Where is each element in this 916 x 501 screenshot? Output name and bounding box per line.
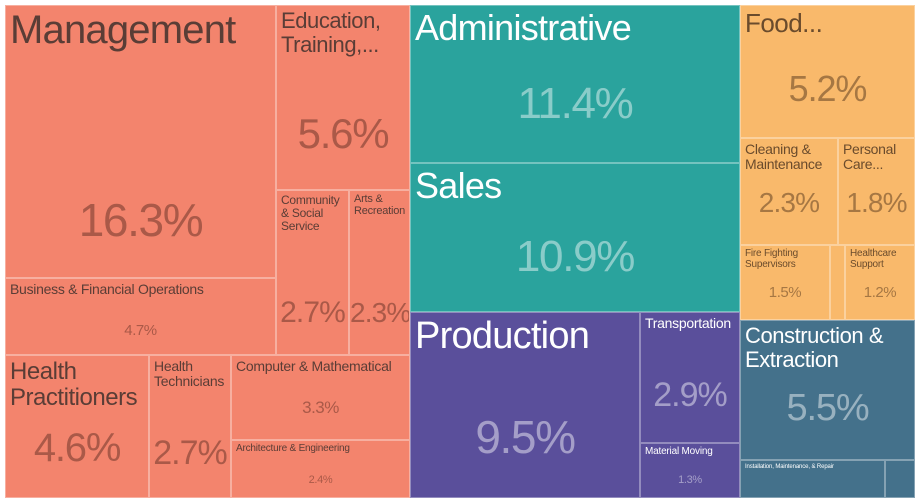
tile: Health Practitioners 4.6% [5,355,149,498]
tile-label: Material Moving [645,446,713,457]
tile: Cleaning & Maintenance 2.3% [740,138,838,245]
tile-label: Sales [415,165,502,206]
tile: Computer & Mathematical 3.3% [231,355,410,440]
value-label: 5.5% [786,387,869,429]
value-label: 11.4% [517,79,634,128]
value-label: 1.3% [678,473,702,486]
tile-label: Fire Fighting Supervisors [745,248,798,270]
value-label: 2.4% [308,473,333,486]
tile: Installation, Maintenance, & Repair [740,460,885,498]
tile: Community & Social Service 2.7% [276,190,349,355]
value-label: 1.2% [863,283,897,301]
tile [885,460,915,498]
value-label: 5.2% [788,68,868,109]
tile: Personal Care... 1.8% [838,138,915,245]
tile-label: Community & Social Service [281,193,340,233]
tile-label: Healthcare Support [850,248,897,270]
value-label: 4.6% [33,426,122,470]
tile: Material Moving 1.3% [640,443,740,498]
value-label: 2.3% [350,297,410,328]
tile: Sales 10.9% [410,163,740,312]
value-label: 16.3% [78,194,204,246]
tile-label: Health Practitioners [10,358,138,411]
tile-label: Administrative [415,7,632,48]
tile: Education, Training,... 5.6% [276,5,410,190]
tile-label: Installation, Maintenance, & Repair [745,464,834,470]
tile: Arts & Recreation 2.3% [349,190,410,355]
value-label: 2.7% [280,296,346,329]
tile-label: Construction & Extraction [745,323,884,372]
tile: Transportation 2.9% [640,312,740,443]
tile-label: Personal Care... [843,141,897,173]
tile: Architecture & Engineering 2.4% [231,440,410,498]
tile-label: Health Technicians [154,358,225,390]
tile-label: Cleaning & Maintenance [745,141,823,173]
value-label: 9.5% [475,411,576,463]
value-label: 5.6% [297,110,390,157]
value-label: 10.9% [515,232,635,281]
tile: Healthcare Support 1.2% [845,245,915,320]
tile-label: Arts & Recreation [354,193,405,217]
tile: Fire Fighting Supervisors 1.5% [740,245,830,320]
value-label: 2.7% [153,434,227,472]
tile-label: Education, Training,... [281,8,381,57]
tile: Administrative 11.4% [410,5,740,163]
tile-label: Production [415,315,590,357]
tile: Food... 5.2% [740,5,915,138]
tile [830,245,845,320]
value-label: 4.7% [124,321,157,339]
tile: Construction & Extraction 5.5% [740,320,915,460]
tile: Business & Financial Operations 4.7% [5,278,276,355]
tile-label: Computer & Mathematical [236,358,392,374]
value-label: 1.8% [846,187,907,218]
tile: Health Technicians 2.7% [149,355,231,498]
value-label: 1.5% [768,283,802,301]
tile-label: Food... [745,8,823,38]
tile-label: Business & Financial Operations [10,281,204,297]
value-label: 2.9% [653,376,727,414]
value-label: 3.3% [302,397,339,417]
tile-label: Architecture & Engineering [236,443,350,454]
value-label: 2.3% [758,187,820,218]
tile: Production 9.5% [410,312,640,498]
tile: Management 16.3% [5,5,276,278]
tile-label: Transportation [645,315,731,331]
tile-label: Management [10,8,236,52]
